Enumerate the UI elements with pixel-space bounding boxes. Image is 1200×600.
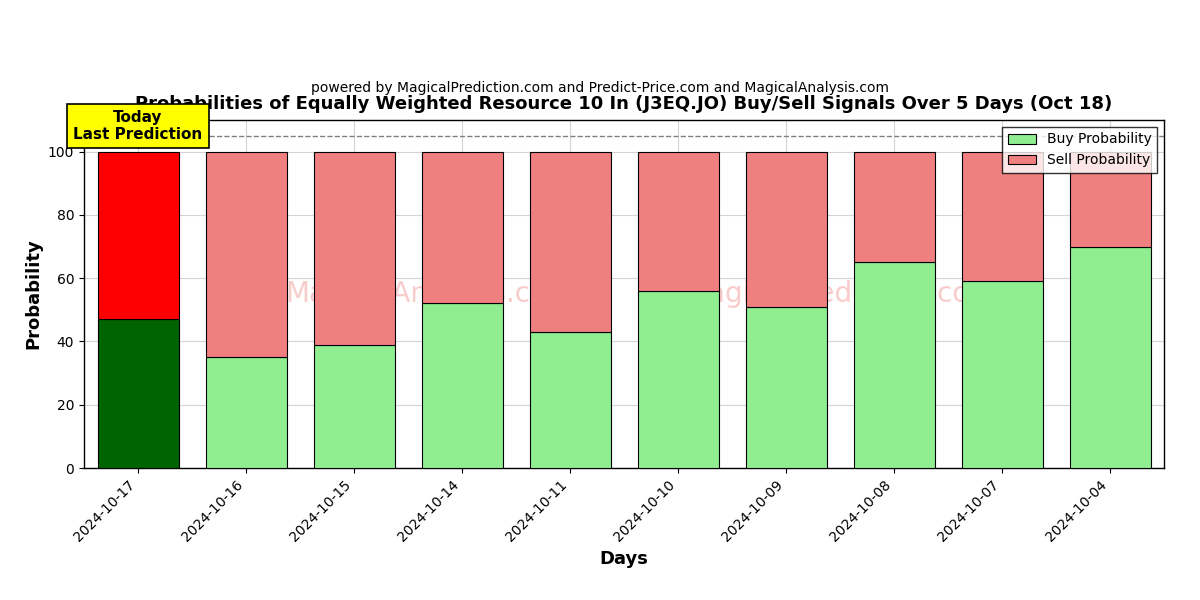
Bar <box>205 357 287 468</box>
Text: MagicalPrediction.com: MagicalPrediction.com <box>684 280 996 308</box>
Text: MagicalAnalysis.com: MagicalAnalysis.com <box>286 280 574 308</box>
Bar <box>1069 247 1151 468</box>
Bar <box>853 262 935 468</box>
Bar <box>529 332 611 468</box>
Text: powered by MagicalPrediction.com and Predict-Price.com and MagicalAnalysis.com: powered by MagicalPrediction.com and Pre… <box>311 81 889 95</box>
Bar <box>205 152 287 357</box>
Bar <box>637 291 719 468</box>
X-axis label: Days: Days <box>600 550 648 568</box>
Bar <box>97 152 179 319</box>
Bar <box>745 152 827 307</box>
Bar <box>1069 152 1151 247</box>
Bar <box>421 304 503 468</box>
Bar <box>313 152 395 344</box>
Legend: Buy Probability, Sell Probability: Buy Probability, Sell Probability <box>1002 127 1157 173</box>
Bar <box>97 319 179 468</box>
Bar <box>745 307 827 468</box>
Bar <box>961 281 1043 468</box>
Text: Today
Last Prediction: Today Last Prediction <box>73 110 203 142</box>
Bar <box>313 344 395 468</box>
Bar <box>961 152 1043 281</box>
Bar <box>853 152 935 262</box>
Title: Probabilities of Equally Weighted Resource 10 In (J3EQ.JO) Buy/Sell Signals Over: Probabilities of Equally Weighted Resour… <box>136 95 1112 113</box>
Y-axis label: Probability: Probability <box>24 239 42 349</box>
Bar <box>637 152 719 291</box>
Bar <box>529 152 611 332</box>
Bar <box>421 152 503 304</box>
